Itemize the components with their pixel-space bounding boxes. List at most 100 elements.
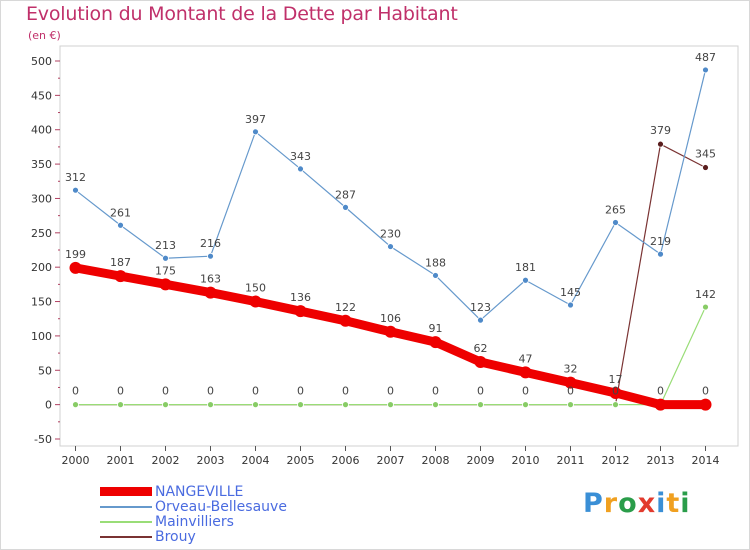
- y-tick-label: 150: [31, 296, 52, 309]
- data-label-nangeville: 122: [335, 301, 356, 314]
- y-tick-label: 450: [31, 89, 52, 102]
- data-point-nangeville: [249, 295, 262, 308]
- y-tick-label: 350: [31, 158, 52, 171]
- data-label-nangeville: 199: [65, 248, 86, 261]
- logo-letter: i: [680, 488, 691, 519]
- data-label-brouy: 379: [650, 124, 671, 137]
- x-tick-label: 2008: [422, 454, 450, 467]
- data-label-orveau-bellesauve: 188: [425, 256, 446, 269]
- data-point-nangeville: [429, 336, 442, 349]
- data-point-mainvilliers: [252, 401, 259, 409]
- data-point-mainvilliers: [567, 401, 574, 409]
- data-point-orveau-bellesauve: [612, 219, 619, 226]
- data-label-nangeville: 47: [519, 352, 533, 365]
- data-point-mainvilliers: [477, 401, 484, 409]
- data-point-orveau-bellesauve: [432, 272, 439, 279]
- x-tick-label: 2011: [557, 454, 585, 467]
- data-label-brouy: 0: [252, 385, 259, 398]
- data-label-brouy: 345: [695, 148, 716, 161]
- chart-subtitle: (en €): [28, 29, 61, 42]
- logo-letter: x: [637, 488, 657, 519]
- data-label-brouy: 0: [612, 385, 619, 398]
- data-label-nangeville: 175: [155, 264, 176, 277]
- data-point-nangeville: [339, 314, 352, 327]
- x-tick-label: 2007: [377, 454, 405, 467]
- y-tick-label: 300: [31, 192, 52, 205]
- x-tick-label: 2002: [152, 454, 180, 467]
- data-label-nangeville: 32: [564, 363, 578, 376]
- data-label-brouy: 0: [297, 385, 304, 398]
- data-label-orveau-bellesauve: 265: [605, 204, 626, 217]
- x-tick-label: 2004: [242, 454, 270, 467]
- data-label-orveau-bellesauve: 261: [110, 206, 131, 219]
- data-point-mainvilliers: [117, 401, 124, 409]
- data-label-brouy: 0: [207, 385, 214, 398]
- data-point-brouy: [702, 164, 709, 171]
- data-label-brouy: 0: [522, 385, 529, 398]
- data-label-nangeville: 150: [245, 282, 266, 295]
- data-point-mainvilliers: [342, 401, 349, 409]
- x-tick-label: 2003: [197, 454, 225, 467]
- data-label-nangeville: 17: [609, 373, 623, 386]
- data-point-mainvilliers: [522, 401, 529, 409]
- data-point-orveau-bellesauve: [387, 243, 394, 250]
- data-label-nangeville: 187: [110, 256, 131, 269]
- x-tick-label: 2006: [332, 454, 360, 467]
- data-label-orveau-bellesauve: 181: [515, 261, 536, 274]
- data-label-brouy: 0: [117, 385, 124, 398]
- data-point-orveau-bellesauve: [252, 128, 259, 136]
- y-tick-label: 500: [31, 55, 52, 68]
- data-point-mainvilliers: [387, 401, 394, 409]
- legend-swatch-nangeville: [100, 487, 152, 496]
- chart-title: Evolution du Montant de la Dette par Hab…: [26, 3, 458, 25]
- y-tick-label: 200: [31, 261, 52, 274]
- data-point-orveau-bellesauve: [702, 66, 709, 74]
- legend-label-brouy: Brouy: [155, 529, 196, 545]
- data-point-mainvilliers: [432, 401, 439, 409]
- logo-letter: o: [618, 488, 638, 519]
- data-point-nangeville: [519, 366, 532, 379]
- logo-letter: i: [656, 488, 667, 519]
- data-point-orveau-bellesauve: [207, 252, 214, 260]
- data-point-mainvilliers: [207, 401, 214, 409]
- data-point-mainvilliers: [162, 401, 169, 409]
- data-point-nangeville: [204, 286, 217, 299]
- data-point-nangeville: [159, 278, 172, 291]
- data-label-nangeville: 136: [290, 291, 311, 304]
- data-point-mainvilliers: [702, 303, 709, 311]
- y-tick-label: -50: [34, 433, 52, 446]
- data-label-brouy: 0: [342, 385, 349, 398]
- data-point-mainvilliers: [297, 401, 304, 409]
- data-label-nangeville: 163: [200, 273, 221, 286]
- data-label-orveau-bellesauve: 343: [290, 150, 311, 163]
- data-point-nangeville: [654, 398, 667, 411]
- data-point-orveau-bellesauve: [117, 221, 124, 229]
- data-label-orveau-bellesauve: 213: [155, 239, 176, 252]
- proxiti-logo: Proxiti: [583, 488, 691, 519]
- legend-label-mainvilliers: Mainvilliers: [155, 514, 234, 530]
- data-label-brouy: 0: [387, 385, 394, 398]
- data-label-nangeville: 62: [474, 342, 488, 355]
- data-label-brouy: 0: [477, 385, 484, 398]
- data-label-nangeville: 0: [657, 385, 664, 398]
- y-tick-label: 250: [31, 227, 52, 240]
- y-tick-label: 0: [45, 399, 52, 412]
- x-tick-label: 2009: [467, 454, 495, 467]
- plot-area: [59, 45, 739, 447]
- data-point-brouy: [657, 140, 664, 148]
- data-label-orveau-bellesauve: 312: [65, 171, 86, 184]
- data-label-mainvilliers: 142: [695, 288, 716, 301]
- data-point-nangeville: [384, 325, 397, 338]
- data-label-orveau-bellesauve: 487: [695, 51, 716, 64]
- data-label-orveau-bellesauve: 123: [470, 301, 491, 314]
- data-label-nangeville: 91: [429, 322, 443, 335]
- data-point-nangeville: [699, 398, 712, 411]
- data-point-orveau-bellesauve: [72, 186, 79, 194]
- data-point-orveau-bellesauve: [477, 316, 484, 324]
- data-label-orveau-bellesauve: 145: [560, 286, 581, 299]
- legend-label-nangeville: NANGEVILLE: [155, 484, 244, 500]
- legend-swatch-brouy: [100, 536, 152, 538]
- data-label-brouy: 0: [162, 385, 169, 398]
- x-tick-label: 2014: [692, 454, 720, 467]
